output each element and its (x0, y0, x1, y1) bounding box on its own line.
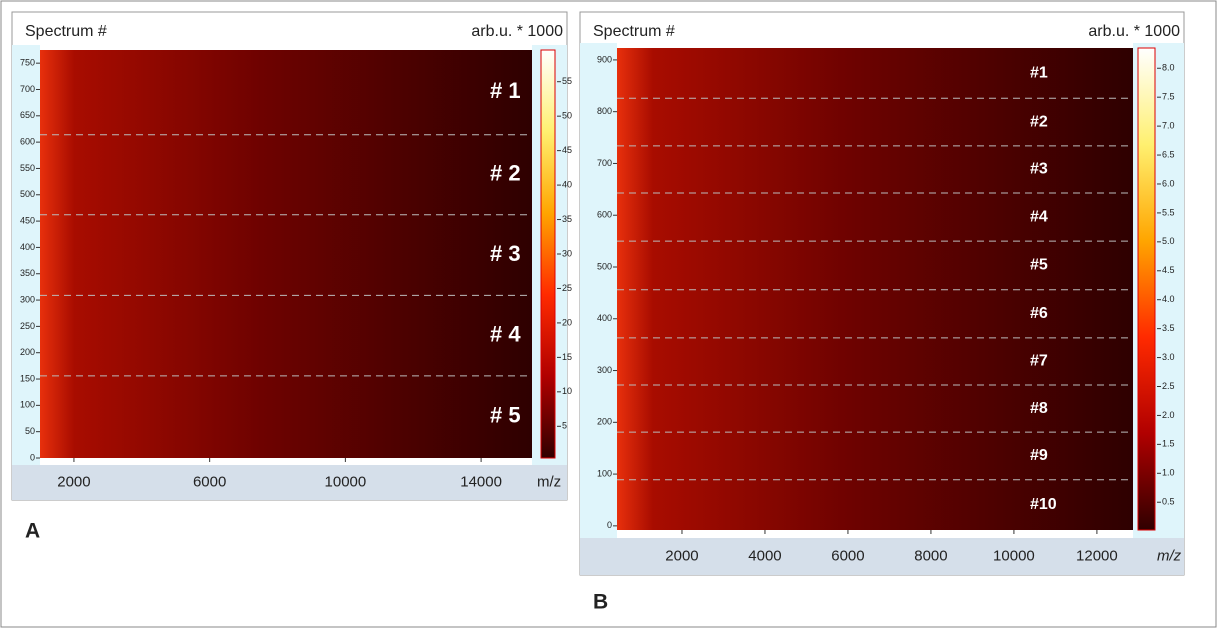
colorbar-tick-label: 10 (562, 386, 572, 396)
colorbar-tick-label: 8.0 (1162, 63, 1175, 73)
colorbar-tick-label: 7.0 (1162, 120, 1175, 130)
y-tick-label: 650 (20, 110, 35, 120)
group-label: #9 (1030, 447, 1048, 464)
x-tick-label: 6000 (831, 547, 864, 564)
group-label: #4 (1030, 208, 1048, 225)
y-tick-label: 400 (597, 313, 612, 323)
x-tick-label: 12000 (1076, 547, 1118, 564)
group-label: # 4 (490, 321, 521, 346)
colorbar-tick-label: 40 (562, 179, 572, 189)
colorbar-tick-label: 50 (562, 111, 572, 121)
y-tick-label: 350 (20, 268, 35, 278)
colorbar-tick-label: 35 (562, 214, 572, 224)
y-tick-label: 0 (30, 452, 35, 462)
colorbar-tick-label: 7.5 (1162, 92, 1175, 102)
colorbar-label: arb.u. * 1000 (1088, 23, 1180, 40)
colorbar-tick-label: 5.0 (1162, 236, 1175, 246)
y-tick-label: 900 (597, 54, 612, 64)
group-label: #2 (1030, 113, 1048, 130)
colorbar-tick-label: 30 (562, 248, 572, 258)
x-tick-label: 10000 (993, 547, 1035, 564)
y-tick-label: 700 (20, 84, 35, 94)
y-axis-strip (580, 43, 617, 538)
group-label: # 2 (490, 161, 521, 186)
x-axis-label: m/z (1157, 547, 1182, 564)
y-tick-label: 500 (597, 261, 612, 271)
heatmap (40, 50, 532, 458)
colorbar-tick-label: 4.0 (1162, 294, 1175, 304)
y-tick-label: 700 (597, 158, 612, 168)
colorbar-tick-label: 6.5 (1162, 149, 1175, 159)
group-label: #7 (1030, 353, 1048, 370)
colorbar-tick-label: 3.0 (1162, 352, 1175, 362)
y-tick-label: 550 (20, 163, 35, 173)
y-tick-label: 400 (20, 242, 35, 252)
colorbar-tick-label: 6.0 (1162, 178, 1175, 188)
y-tick-label: 600 (597, 210, 612, 220)
colorbar-tick-label: 1.0 (1162, 468, 1175, 478)
x-axis-label: m/z (537, 473, 561, 490)
colorbar-tick-label: 2.5 (1162, 381, 1175, 391)
x-tick-label: 10000 (325, 473, 367, 490)
y-axis-label: Spectrum # (25, 23, 107, 40)
y-tick-label: 300 (20, 294, 35, 304)
colorbar-tick-label: 1.5 (1162, 439, 1175, 449)
y-tick-label: 100 (597, 468, 612, 478)
colorbar-tick-label: 45 (562, 145, 572, 155)
group-label: #1 (1030, 64, 1048, 81)
x-tick-label: 14000 (460, 473, 502, 490)
colorbar-tick-label: 4.5 (1162, 265, 1175, 275)
x-tick-label: 8000 (914, 547, 947, 564)
panel-label: A (25, 520, 40, 543)
y-tick-label: 50 (25, 426, 35, 436)
group-label: #6 (1030, 305, 1048, 322)
colorbar-tick-label: 20 (562, 317, 572, 327)
y-tick-label: 750 (20, 58, 35, 68)
x-tick-label: 2000 (57, 473, 90, 490)
colorbar-tick-label: 5.5 (1162, 207, 1175, 217)
x-axis-strip (12, 465, 567, 500)
y-tick-label: 0 (607, 520, 612, 530)
colorbar-tick-label: 3.5 (1162, 323, 1175, 333)
x-tick-label: 2000 (665, 547, 698, 564)
y-tick-label: 450 (20, 215, 35, 225)
x-tick-label: 4000 (748, 547, 781, 564)
group-label: #8 (1030, 400, 1048, 417)
colorbar-tick-label: 5 (562, 421, 567, 431)
panel-label: B (593, 591, 608, 614)
heatmap (617, 48, 1133, 530)
colorbar-label: arb.u. * 1000 (471, 23, 563, 40)
colorbar-tick-label: 2.0 (1162, 410, 1175, 420)
y-tick-label: 150 (20, 373, 35, 383)
y-tick-label: 200 (20, 347, 35, 357)
y-tick-label: 600 (20, 137, 35, 147)
colorbar (1137, 47, 1156, 531)
y-tick-label: 300 (597, 365, 612, 375)
group-label: #3 (1030, 161, 1048, 178)
group-label: # 5 (490, 403, 521, 428)
group-label: # 3 (490, 241, 521, 266)
group-label: #5 (1030, 257, 1048, 274)
y-tick-label: 200 (597, 417, 612, 427)
colorbar-tick-label: 15 (562, 352, 572, 362)
x-axis-strip (580, 538, 1184, 575)
y-axis-label: Spectrum # (593, 23, 675, 40)
x-tick-label: 6000 (193, 473, 226, 490)
y-tick-label: 100 (20, 400, 35, 410)
colorbar (540, 49, 556, 459)
colorbar-tick-label: 0.5 (1162, 497, 1175, 507)
y-tick-label: 500 (20, 189, 35, 199)
colorbar-tick-label: 25 (562, 283, 572, 293)
group-label: # 1 (490, 78, 521, 103)
y-axis-strip (12, 45, 40, 465)
y-tick-label: 250 (20, 321, 35, 331)
y-tick-label: 800 (597, 106, 612, 116)
group-label: #10 (1030, 496, 1057, 513)
colorbar-tick-label: 55 (562, 76, 572, 86)
